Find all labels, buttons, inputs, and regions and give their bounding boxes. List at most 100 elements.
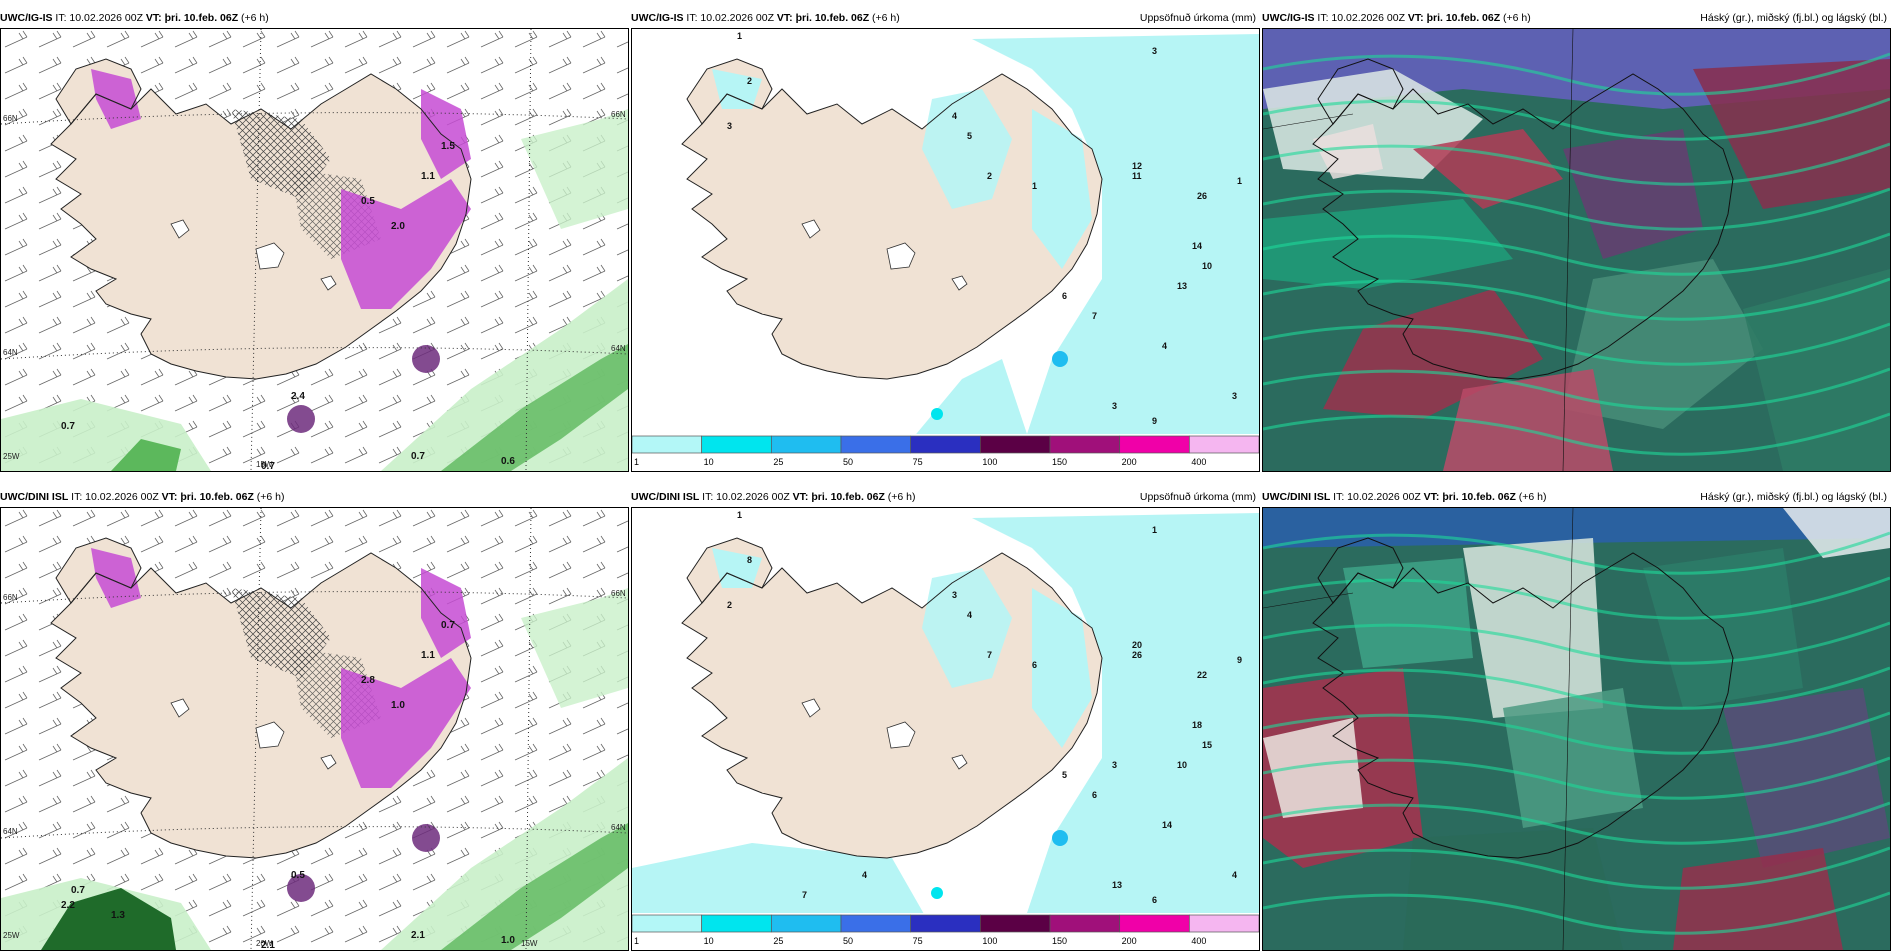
coastline <box>1312 73 1734 380</box>
cloud-contour <box>1263 801 1890 845</box>
cloud-contour <box>1263 187 1890 231</box>
cloud-contour <box>1263 666 1890 710</box>
value-label: 4 <box>1232 870 1237 880</box>
colorbar-swatch <box>770 914 842 933</box>
model-name: UWC/IG-IS <box>631 12 684 24</box>
axis-label: 25W <box>3 931 20 940</box>
valid-time: þri. 10.feb. 06Z <box>164 12 239 24</box>
cloud-contour <box>1263 756 1890 800</box>
value-label: 1.3 <box>111 910 125 921</box>
cloud-contour <box>1263 322 1890 366</box>
value-label: 3 <box>1232 391 1237 401</box>
value-label: 2 <box>987 171 992 181</box>
colorbar-swatch <box>701 435 772 454</box>
panel-title: Uppsöfnuð úrkoma (mm) <box>1139 491 1256 503</box>
map-precip-type: 66N 66N 64N 64N 25W 20W 15W 2.2 2.1 2.1 1.0 2.8 1.0 1… <box>0 507 629 951</box>
coastline <box>1317 58 1404 125</box>
value-label: 0.7 <box>441 620 455 631</box>
value-label: 7 <box>802 890 807 900</box>
lake <box>170 219 190 239</box>
valid-time-label: VT: <box>1407 12 1424 24</box>
colorbar-swatch <box>1188 435 1259 454</box>
panel-header: UWC/DINI ISL IT: 10.02.2026 00Z VT: þri.… <box>631 487 1260 507</box>
axis-label: 66N <box>611 589 626 598</box>
lake <box>886 721 916 749</box>
top-row: UWC/IG-IS IT: 10.02.2026 00Z VT: þri. 10… <box>0 8 1900 473</box>
value-label: 0.6 <box>501 456 515 467</box>
value-label: 6 <box>1062 291 1067 301</box>
axis-label: 25W <box>3 452 20 461</box>
panel-5: UWC/DINI ISL IT: 10.02.2026 00Z VT: þri.… <box>1262 487 1891 952</box>
sea-precip <box>912 34 1259 449</box>
lake <box>951 754 968 770</box>
value-label: 1 <box>1237 176 1242 186</box>
model-name: UWC/DINI ISL <box>1262 491 1331 503</box>
value-label: 1 <box>737 510 742 520</box>
lead-time: (+6 h) <box>1518 491 1547 503</box>
colorbar-swatch <box>701 914 772 933</box>
cloud-area <box>1783 508 1890 558</box>
axis-label: 66N <box>3 114 18 123</box>
panel-header: UWC/IG-IS IT: 10.02.2026 00Z VT: þri. 10… <box>0 8 629 28</box>
colorbar-label: 10 <box>704 936 714 946</box>
graticule <box>1562 29 1574 471</box>
value-label: 4 <box>967 610 972 620</box>
colorbar-swatch <box>910 914 981 933</box>
colorbar-label: 200 <box>1122 936 1137 946</box>
colorbar-swatch <box>979 435 1051 454</box>
value-label: 11 <box>1132 171 1142 181</box>
cloud-contour <box>1263 277 1890 321</box>
colorbar-swatch <box>1049 914 1121 933</box>
colorbar-swatch <box>910 435 981 454</box>
colorbar-swatch <box>840 435 912 454</box>
panel-title: Uppsöfnuð úrkoma (mm) <box>1139 12 1256 24</box>
colorbar-swatch <box>1119 435 1190 454</box>
cloud-layers <box>1263 29 1890 471</box>
colorbar-swatch <box>1188 914 1259 933</box>
precip-max <box>931 887 943 899</box>
coastline <box>55 537 142 604</box>
colorbar-label: 1 <box>634 936 639 946</box>
value-label: 8 <box>747 555 752 565</box>
cloud-area <box>1263 199 1513 289</box>
colorbar-swatch <box>770 435 842 454</box>
value-label: 0.7 <box>61 421 75 432</box>
value-label: 15 <box>1202 740 1212 750</box>
cloud-contour <box>1263 891 1890 935</box>
value-label: 26 <box>1132 650 1142 660</box>
value-label: 6 <box>1092 790 1097 800</box>
colorbar: 1 10 25 50 75 100 150 200 400 <box>632 434 1259 471</box>
value-label: 1.0 <box>501 935 515 946</box>
init-time: IT: 10.02.2026 00Z <box>1317 12 1405 24</box>
value-label: 1.5 <box>441 141 455 152</box>
graticule <box>1263 592 1354 609</box>
cloud-area <box>1343 558 1473 668</box>
cloud-contour <box>1263 711 1890 755</box>
cloud-contour <box>1263 531 1890 575</box>
map-precip-type: 66N 66N 64N 64N 25W 15W 0.7 0.7 0.7 0.6 0.5 2.0 1.1 1… <box>0 28 629 472</box>
value-label: 18 <box>1192 720 1202 730</box>
value-label: 3 <box>727 121 732 131</box>
value-label: 14 <box>1162 820 1172 830</box>
colorbar-swatch <box>1119 914 1190 933</box>
colorbar-label: 100 <box>982 457 997 467</box>
value-label: 14 <box>1192 241 1202 251</box>
cloud-contour <box>1263 367 1890 411</box>
land-precip <box>712 548 762 588</box>
graticule <box>1263 113 1354 130</box>
land-precip <box>922 89 1012 209</box>
colorbar-label: 10 <box>704 457 714 467</box>
value-label: 1.0 <box>391 700 405 711</box>
colorbar-label: 150 <box>1052 936 1067 946</box>
cloud-area <box>1263 718 1363 818</box>
cloud-area <box>1743 269 1890 471</box>
value-label: 2.1 <box>261 940 275 950</box>
sea-precip <box>632 513 1259 928</box>
lake <box>320 754 337 770</box>
axis-label: 20W <box>256 939 273 948</box>
lake <box>801 219 821 239</box>
cloud-contour <box>1263 97 1890 141</box>
value-label: 5 <box>967 131 972 141</box>
graticule <box>1562 508 1574 950</box>
cloud-contour <box>1263 621 1890 665</box>
